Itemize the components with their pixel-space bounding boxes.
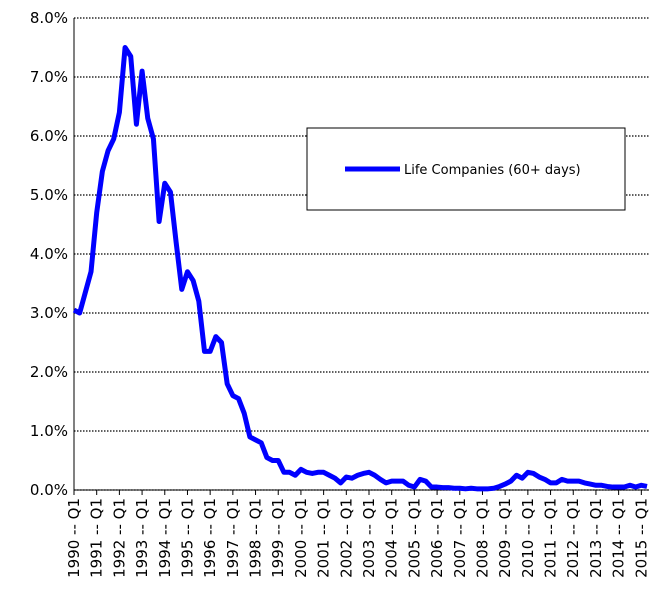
legend: Life Companies (60+ days) <box>306 127 626 211</box>
y-tick-label: 2.0% <box>30 363 68 381</box>
x-tick-label: 2005 -- Q1 <box>405 498 423 578</box>
x-tick-label: 2009 -- Q1 <box>496 498 514 578</box>
y-tick-label: 4.0% <box>30 245 68 263</box>
data-line <box>72 45 648 492</box>
x-tick-label: 1992 -- Q1 <box>110 498 128 578</box>
y-tick-label: 6.0% <box>30 127 68 145</box>
x-tick-label: 2003 -- Q1 <box>360 498 378 578</box>
x-tick-label: 2001 -- Q1 <box>315 498 333 578</box>
x-tick-label: 2012 -- Q1 <box>564 498 582 578</box>
x-tick-label: 1993 -- Q1 <box>133 498 151 578</box>
y-tick-label: 1.0% <box>30 422 68 440</box>
y-tick-label: 0.0% <box>30 481 68 499</box>
y-tick-label: 7.0% <box>30 68 68 86</box>
y-tick-label: 8.0% <box>30 9 68 27</box>
x-tick-label: 2002 -- Q1 <box>337 498 355 578</box>
x-tick-label: 1990 -- Q1 <box>65 498 83 578</box>
x-tick-label: 2010 -- Q1 <box>519 498 537 578</box>
x-tick-label: 1996 -- Q1 <box>201 498 219 578</box>
x-tick-label: 1994 -- Q1 <box>156 498 174 578</box>
x-tick-label: 2004 -- Q1 <box>383 498 401 578</box>
x-tick-label: 1995 -- Q1 <box>178 498 196 578</box>
x-tick-label: 1999 -- Q1 <box>269 498 287 578</box>
x-tick-label: 2006 -- Q1 <box>428 498 446 578</box>
y-tick-label: 3.0% <box>30 304 68 322</box>
legend-label: Life Companies (60+ days) <box>404 163 581 178</box>
x-tick-label: 1998 -- Q1 <box>247 498 265 578</box>
x-tick-label: 2008 -- Q1 <box>473 498 491 578</box>
y-tick-label: 5.0% <box>30 186 68 204</box>
x-tick-label: 2000 -- Q1 <box>292 498 310 578</box>
x-tick-label: 2014 -- Q1 <box>610 498 628 578</box>
x-tick-label: 2007 -- Q1 <box>451 498 469 578</box>
x-tick-label: 1997 -- Q1 <box>224 498 242 578</box>
x-tick-label: 1991 -- Q1 <box>88 498 106 578</box>
x-tick-label: 2015 -- Q1 <box>632 498 649 578</box>
x-tick-label: 2011 -- Q1 <box>542 498 560 578</box>
x-tick-label: 2013 -- Q1 <box>587 498 605 578</box>
